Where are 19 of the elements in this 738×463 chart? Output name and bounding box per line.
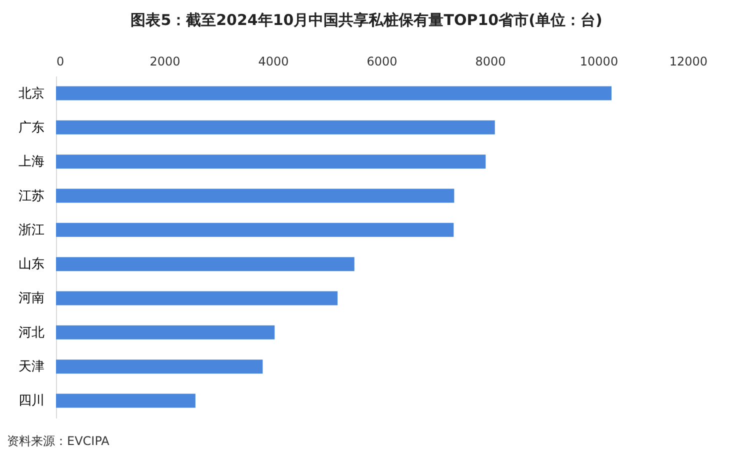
x-tick-label: 10000 (580, 54, 618, 68)
y-tick-label: 北京 (18, 86, 44, 102)
y-tick-label: 河南 (18, 291, 44, 306)
x-tick-label: 0 (56, 54, 64, 68)
y-tick-label: 江苏 (18, 188, 44, 204)
y-tick-label: 广东 (18, 120, 44, 136)
y-tick-label: 河北 (18, 325, 44, 340)
x-tick-label: 2000 (150, 54, 180, 68)
text: 资料来源：EVCIPA (7, 434, 110, 448)
y-tick-label: 天津 (18, 360, 44, 375)
y-tick-label: 山东 (18, 257, 44, 272)
y-tick-label: 浙江 (18, 222, 44, 238)
x-tick-label: 6000 (366, 54, 398, 68)
x-tick-label: 8000 (475, 54, 506, 68)
chart-title: 图表5：截至2024年10月中国共享私桩保有量TOP10省市(单位：台) (130, 11, 602, 29)
x-tick-label: 12000 (669, 54, 708, 68)
x-tick-label: 4000 (258, 54, 289, 68)
y-tick-label: 上海 (18, 154, 44, 170)
y-tick-label: 四川 (18, 394, 44, 409)
